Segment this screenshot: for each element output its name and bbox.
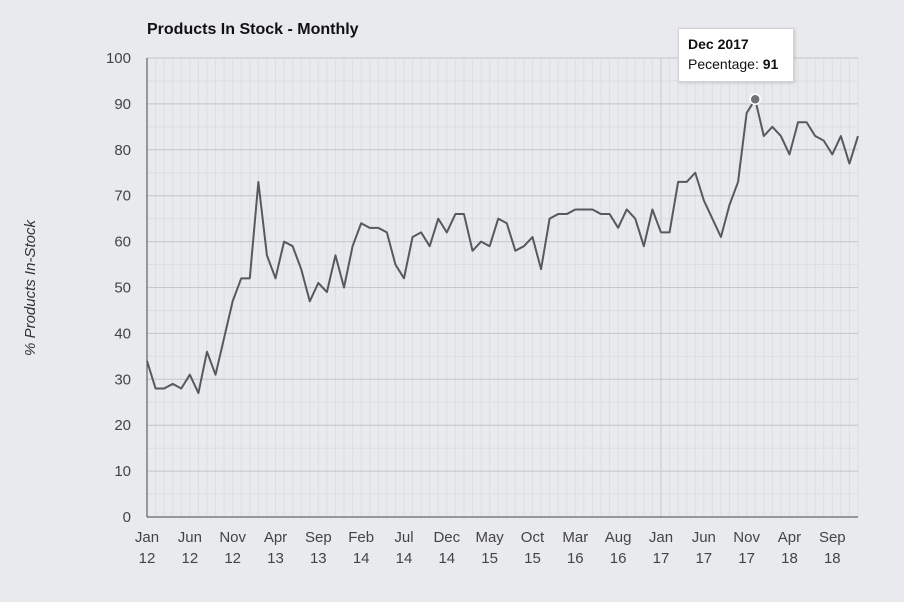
x-tick-label-year: 18 (781, 550, 798, 567)
y-axis-label: % Products In-Stock (22, 219, 39, 356)
y-tick-label: 50 (114, 280, 131, 297)
x-tick-label-month: Apr (264, 529, 287, 546)
y-tick-label: 100 (106, 50, 131, 67)
x-tick-label-year: 13 (267, 550, 284, 567)
y-tick-label: 0 (123, 509, 131, 526)
x-tick-label-month: Jan (135, 529, 159, 546)
x-tick-label-year: 18 (824, 550, 841, 567)
x-tick-label-year: 16 (610, 550, 627, 567)
x-tick-label-year: 15 (524, 550, 541, 567)
y-tick-label: 60 (114, 234, 131, 251)
tooltip-title: Dec 2017 (688, 36, 749, 52)
x-tick-label-year: 17 (653, 550, 670, 567)
x-tick-label-year: 13 (310, 550, 327, 567)
x-tick-label-month: Aug (605, 529, 632, 546)
x-tick-label-month: May (475, 529, 504, 546)
x-tick-label-month: Dec (433, 529, 460, 546)
y-tick-label: 10 (114, 463, 131, 480)
x-tick-label-year: 14 (353, 550, 370, 567)
x-tick-label-year: 17 (738, 550, 755, 567)
x-tick-label-month: Apr (778, 529, 801, 546)
axes: 0 10 20 30 40 50 60 70 80 90 100 Jan 12 Jun 12 Nov 12 Apr… (106, 50, 858, 567)
y-tick-label: 80 (114, 142, 131, 159)
y-tick-label: 40 (114, 325, 131, 342)
y-tick-label: 90 (114, 96, 131, 113)
x-tick-label-year: 14 (438, 550, 455, 567)
data-tooltip: Dec 2017 Pecentage: 91 (678, 28, 794, 82)
x-tick-label-month: Nov (219, 529, 246, 546)
x-tick-label-month: Jan (649, 529, 673, 546)
y-tick-label: 20 (114, 417, 131, 434)
x-tick-label-month: Oct (521, 529, 545, 546)
y-tick-label: 30 (114, 371, 131, 388)
x-tick-label-year: 12 (224, 550, 241, 567)
chart-title: Products In Stock - Monthly (147, 21, 359, 38)
x-tick-label-month: Jul (394, 529, 413, 546)
x-tick-label-month: Sep (305, 529, 332, 546)
x-tick-label-month: Jun (692, 529, 716, 546)
x-tick-label-year: 17 (695, 550, 712, 567)
tooltip-label: Pecentage: (688, 56, 759, 72)
x-tick-label-year: 14 (396, 550, 413, 567)
x-tick-label-month: Jun (178, 529, 202, 546)
series-layer (146, 93, 859, 395)
highlight-point[interactable] (749, 93, 761, 106)
x-tick-label-year: 16 (567, 550, 584, 567)
tooltip-value: 91 (762, 56, 779, 72)
x-tick-label-year: 12 (139, 550, 156, 567)
y-tick-label: 70 (114, 188, 131, 205)
x-tick-label-month: Feb (348, 529, 374, 546)
x-tick-label-month: Sep (819, 529, 846, 546)
x-tick-label-month: Mar (562, 529, 588, 546)
x-tick-label-year: 15 (481, 550, 498, 567)
x-tick-label-year: 12 (181, 550, 198, 567)
grid (146, 57, 859, 518)
series-line (146, 98, 859, 395)
x-tick-label-month: Nov (733, 529, 760, 546)
